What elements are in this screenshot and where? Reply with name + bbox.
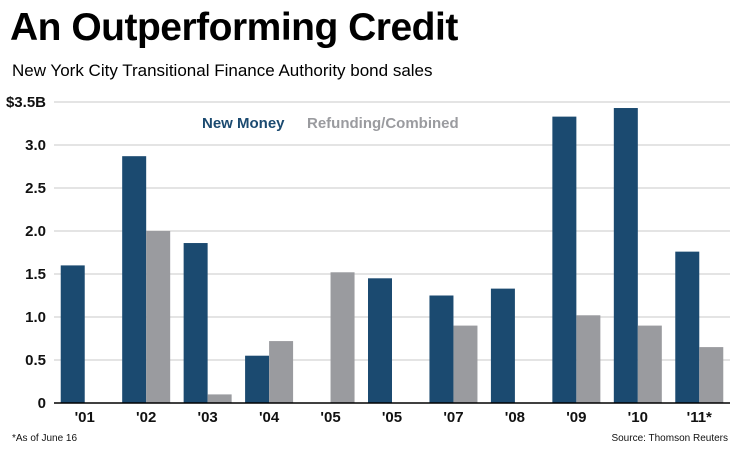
bar-new-money-10 [675, 251, 700, 403]
y-tick-label: 1.0 [25, 309, 46, 326]
bar-refunding-combined-1 [146, 231, 171, 403]
x-tick-label: '03 [198, 409, 218, 426]
axes: 0 0.5 1.0 1.5 2.0 2.5 3.0 $3.5B '01 '02 '03 '04 '05 '… [6, 94, 730, 426]
bars [60, 108, 724, 404]
bar-refunding-combined-2 [207, 394, 232, 403]
legend: New Money Refunding/Combined [202, 115, 459, 132]
x-tick-label: '09 [566, 409, 586, 426]
bar-new-money-1 [122, 156, 147, 403]
footnote: *As of June 16 [12, 433, 78, 444]
x-tick-label: '01 [75, 409, 95, 426]
bar-new-money-7 [490, 288, 515, 403]
bar-refunding-combined-10 [699, 347, 724, 403]
y-tick-label: 0.5 [25, 352, 46, 369]
x-tick-label: '04 [259, 409, 280, 426]
x-tick-label: '10 [628, 409, 648, 426]
x-tick-label: '07 [443, 409, 463, 426]
bar-new-money-6 [429, 295, 454, 403]
bar-refunding-combined-3 [269, 341, 294, 403]
y-tick-label: $3.5B [6, 94, 46, 111]
bar-refunding-combined-9 [637, 325, 662, 403]
x-tick-label: '11* [687, 409, 712, 426]
chart-subtitle: New York City Transitional Finance Autho… [12, 61, 433, 80]
y-tick-label: 2.0 [25, 223, 46, 240]
bar-new-money-5 [368, 278, 392, 403]
x-tick-label: '02 [136, 409, 156, 426]
x-tick-label: '05 [382, 409, 402, 426]
y-tick-label: 3.0 [25, 137, 46, 154]
x-tick-label: '08 [505, 409, 525, 426]
bar-new-money-2 [183, 243, 208, 403]
y-tick-label: 1.5 [25, 266, 46, 283]
bar-new-money-0 [60, 265, 85, 403]
chart-title: An Outperforming Credit [10, 6, 458, 49]
legend-refunding-combined: Refunding/Combined [307, 115, 459, 132]
source-note: Source: Thomson Reuters [611, 433, 728, 444]
bar-refunding-combined-8 [576, 315, 601, 403]
bar-new-money-8 [552, 116, 577, 404]
bar-new-money-9 [613, 108, 638, 404]
x-tick-label: '05 [320, 409, 340, 426]
bar-new-money-3 [245, 355, 270, 403]
legend-new-money: New Money [202, 115, 285, 132]
bar-refunding-combined-4 [330, 272, 355, 403]
y-tick-label: 2.5 [25, 180, 46, 197]
y-tick-label: 0 [38, 395, 46, 412]
bar-refunding-combined-6 [453, 325, 478, 403]
